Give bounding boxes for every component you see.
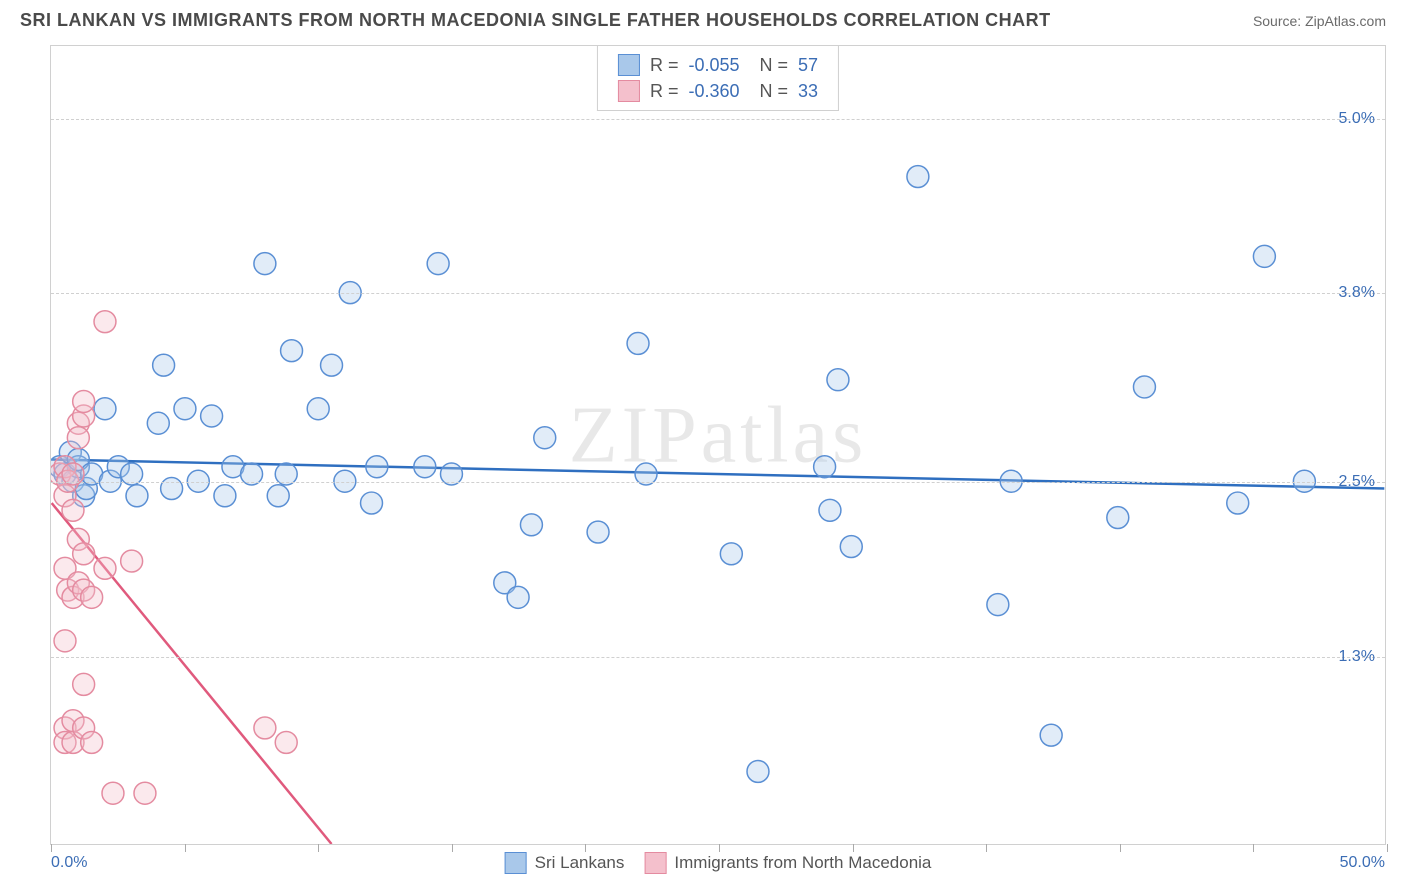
stats-row-pink: R = -0.360 N = 33 [618,78,818,104]
data-point [747,760,769,782]
legend-swatch-blue [505,852,527,874]
grid-line [51,293,1385,294]
stats-row-blue: R = -0.055 N = 57 [618,52,818,78]
data-point [814,456,836,478]
data-point [81,586,103,608]
data-point [254,717,276,739]
data-point [720,543,742,565]
x-tick [185,844,186,852]
data-point [62,499,84,521]
data-point [73,673,95,695]
bottom-legend: Sri Lankans Immigrants from North Macedo… [505,852,932,874]
data-point [819,499,841,521]
source-attribution: Source: ZipAtlas.com [1253,13,1386,29]
x-tick [1387,844,1388,852]
data-point [121,550,143,572]
grid-line [51,657,1385,658]
data-point [174,398,196,420]
y-tick-label: 3.8% [1339,284,1375,302]
data-point [987,594,1009,616]
data-point [1040,724,1062,746]
stat-n-value-blue: 57 [798,55,818,76]
data-point [361,492,383,514]
data-point [366,456,388,478]
data-point [507,586,529,608]
grid-line [51,482,1385,483]
data-point [520,514,542,536]
stat-r-value-pink: -0.360 [688,81,739,102]
x-tick [318,844,319,852]
legend-item-blue: Sri Lankans [505,852,625,874]
data-point [1293,470,1315,492]
data-point [201,405,223,427]
x-tick [1253,844,1254,852]
data-point [321,354,343,376]
data-point [67,427,89,449]
data-point [73,543,95,565]
x-tick [452,844,453,852]
data-point [587,521,609,543]
data-point [81,731,103,753]
data-point [94,311,116,333]
data-point [126,485,148,507]
x-axis-min-label: 0.0% [51,854,87,872]
x-tick [1120,844,1121,852]
data-point [267,485,289,507]
data-point [1107,507,1129,529]
x-tick [585,844,586,852]
stats-legend-box: R = -0.055 N = 57 R = -0.360 N = 33 [597,46,839,111]
data-point [153,354,175,376]
data-point [534,427,556,449]
x-axis-max-label: 50.0% [1340,854,1385,872]
data-point [147,412,169,434]
swatch-blue [618,54,640,76]
data-point [275,731,297,753]
grid-line [51,119,1385,120]
data-point [94,557,116,579]
data-point [94,398,116,420]
stat-r-label: R = [650,55,679,76]
data-point [254,253,276,275]
legend-item-pink: Immigrants from North Macedonia [644,852,931,874]
stat-n-value-pink: 33 [798,81,818,102]
data-point [1133,376,1155,398]
stat-n-label: N = [750,55,789,76]
x-tick [853,844,854,852]
swatch-pink [618,80,640,102]
stat-r-label: R = [650,81,679,102]
legend-label-pink: Immigrants from North Macedonia [674,853,931,873]
data-point [414,456,436,478]
stat-n-label: N = [750,81,789,102]
x-tick [986,844,987,852]
data-point [187,470,209,492]
legend-swatch-pink [644,852,666,874]
y-tick-label: 2.5% [1339,473,1375,491]
x-tick [719,844,720,852]
data-point [214,485,236,507]
y-tick-label: 5.0% [1339,110,1375,128]
scatter-plot-svg [51,46,1385,844]
x-tick [51,844,52,852]
data-point [840,536,862,558]
data-point [827,369,849,391]
data-point [281,340,303,362]
stat-r-value-blue: -0.055 [688,55,739,76]
y-tick-label: 1.3% [1339,648,1375,666]
chart-title: SRI LANKAN VS IMMIGRANTS FROM NORTH MACE… [20,10,1051,31]
data-point [73,391,95,413]
data-point [307,398,329,420]
data-point [161,478,183,500]
data-point [1000,470,1022,492]
data-point [907,166,929,188]
data-point [627,332,649,354]
legend-label-blue: Sri Lankans [535,853,625,873]
data-point [427,253,449,275]
data-point [102,782,124,804]
data-point [134,782,156,804]
data-point [1227,492,1249,514]
data-point [54,630,76,652]
data-point [334,470,356,492]
chart-plot-area: ZIPatlas R = -0.055 N = 57 R = -0.360 N … [50,45,1386,845]
data-point [1253,245,1275,267]
